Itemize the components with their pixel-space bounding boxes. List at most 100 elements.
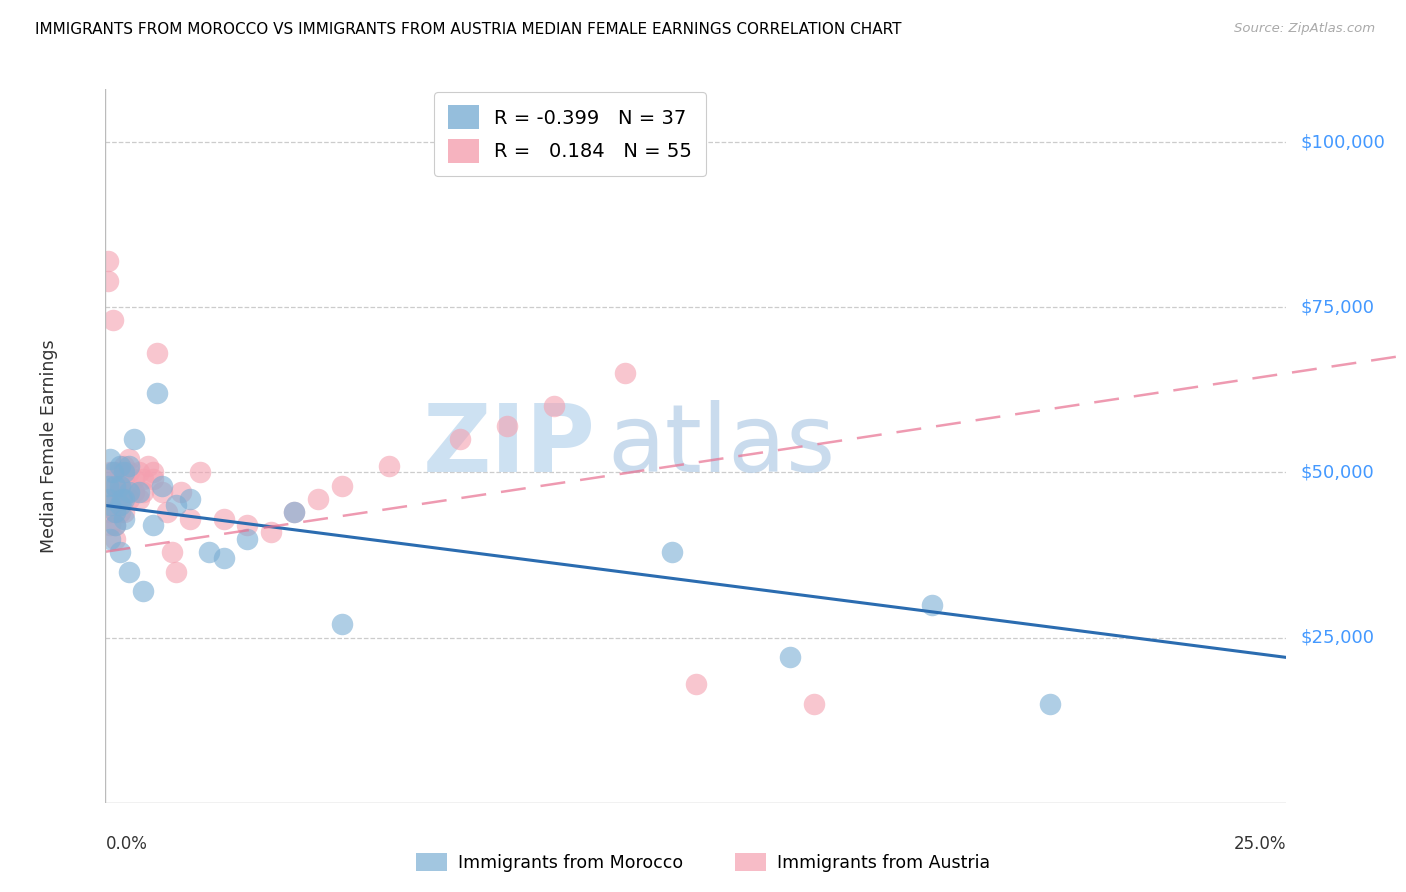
Text: 25.0%: 25.0%	[1234, 835, 1286, 853]
Point	[142, 518, 165, 533]
Point	[108, 491, 131, 506]
Text: 0.0%: 0.0%	[105, 835, 148, 853]
Point	[543, 400, 565, 414]
Point	[98, 466, 121, 480]
Legend: R = -0.399   N = 37, R =   0.184   N = 55: R = -0.399 N = 37, R = 0.184 N = 55	[434, 92, 706, 177]
Point	[136, 458, 159, 473]
Point	[108, 499, 131, 513]
Point	[330, 617, 353, 632]
Point	[97, 254, 120, 268]
Point	[132, 584, 155, 599]
Point	[122, 433, 145, 447]
Point	[118, 458, 141, 473]
Point	[122, 472, 145, 486]
Point	[212, 511, 235, 525]
Point	[146, 386, 169, 401]
Point	[142, 472, 165, 486]
Point	[98, 452, 121, 467]
Point	[118, 485, 141, 500]
Point	[108, 545, 131, 559]
Text: IMMIGRANTS FROM MOROCCO VS IMMIGRANTS FROM AUSTRIA MEDIAN FEMALE EARNINGS CORREL: IMMIGRANTS FROM MOROCCO VS IMMIGRANTS FR…	[35, 22, 901, 37]
Point	[122, 485, 145, 500]
Point	[104, 505, 127, 519]
Point	[108, 466, 131, 480]
Point	[118, 565, 141, 579]
Point	[150, 478, 173, 492]
Point	[112, 472, 135, 486]
Point	[236, 532, 259, 546]
Point	[128, 485, 150, 500]
Point	[108, 458, 131, 473]
Point	[685, 677, 707, 691]
Point	[104, 505, 127, 519]
Point	[156, 505, 179, 519]
Point	[1039, 697, 1062, 711]
Point	[108, 478, 131, 492]
Point	[283, 505, 305, 519]
Point	[101, 313, 124, 327]
Point	[307, 491, 329, 506]
Point	[98, 505, 121, 519]
Point	[378, 458, 401, 473]
Point	[112, 466, 135, 480]
Point	[118, 452, 141, 467]
Text: $75,000: $75,000	[1301, 298, 1375, 317]
Point	[128, 491, 150, 506]
Point	[179, 511, 201, 525]
Point	[921, 598, 943, 612]
Point	[98, 532, 121, 546]
Point	[98, 485, 121, 500]
Point	[198, 545, 221, 559]
Point	[330, 478, 353, 492]
Point	[111, 491, 134, 506]
Point	[170, 485, 193, 500]
Point	[104, 518, 127, 533]
Point	[179, 491, 201, 506]
Point	[661, 545, 683, 559]
Point	[104, 478, 127, 492]
Point	[779, 650, 801, 665]
Point	[104, 466, 127, 480]
Point	[449, 433, 471, 447]
Point	[104, 478, 127, 492]
Point	[108, 505, 131, 519]
Point	[97, 478, 120, 492]
Point	[212, 551, 235, 566]
Point	[803, 697, 825, 711]
Point	[108, 485, 131, 500]
Point	[614, 367, 637, 381]
Text: ZIP: ZIP	[423, 400, 596, 492]
Point	[283, 505, 305, 519]
Legend: Immigrants from Morocco, Immigrants from Austria: Immigrants from Morocco, Immigrants from…	[409, 847, 997, 879]
Point	[128, 466, 150, 480]
Point	[132, 472, 155, 486]
Point	[112, 491, 135, 506]
Point	[112, 485, 135, 500]
Text: Median Female Earnings: Median Female Earnings	[39, 339, 58, 553]
Text: $50,000: $50,000	[1301, 464, 1374, 482]
Text: $100,000: $100,000	[1301, 133, 1385, 151]
Point	[98, 518, 121, 533]
Text: atlas: atlas	[607, 400, 835, 492]
Text: $25,000: $25,000	[1301, 629, 1375, 647]
Point	[97, 274, 120, 288]
Point	[142, 466, 165, 480]
Point	[165, 499, 187, 513]
Point	[112, 511, 135, 525]
Point	[150, 485, 173, 500]
Point	[260, 524, 283, 539]
Point	[104, 491, 127, 506]
Point	[104, 518, 127, 533]
Point	[97, 491, 120, 506]
Point	[165, 565, 187, 579]
Point	[118, 491, 141, 506]
Point	[108, 478, 131, 492]
Point	[146, 346, 169, 360]
Point	[101, 466, 124, 480]
Point	[112, 458, 135, 473]
Point	[496, 419, 519, 434]
Point	[112, 505, 135, 519]
Point	[160, 545, 183, 559]
Point	[132, 485, 155, 500]
Text: Source: ZipAtlas.com: Source: ZipAtlas.com	[1234, 22, 1375, 36]
